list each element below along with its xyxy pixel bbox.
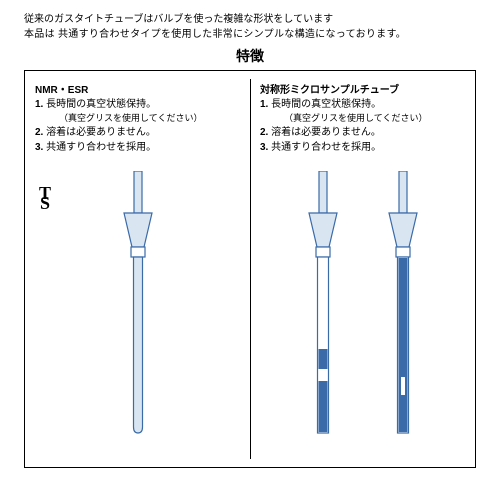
- intro-line-2: 本品は 共通すり合わせタイプを使用した非常にシンプルな構造になっております。: [24, 27, 476, 42]
- panel-left: NMR・ESR 1. 長時間の真空状態保持。 （真空グリスを使用してください） …: [25, 71, 250, 467]
- list-item: 3. 共通すり合わせを採用。: [260, 141, 467, 155]
- intro-text: 従来のガスタイトチューブはバルブを使った複雑な形状をしています 本品は 共通すり…: [24, 12, 476, 42]
- list-item: 2. 溶着は必要ありません。: [35, 126, 242, 140]
- panel-right-list: 1. 長時間の真空状態保持。 （真空グリスを使用してください） 2. 溶着は必要…: [260, 98, 467, 155]
- panel-left-list: 1. 長時間の真空状態保持。 （真空グリスを使用してください） 2. 溶着は必要…: [35, 98, 242, 155]
- list-item: 3. 共通すり合わせを採用。: [35, 141, 242, 155]
- right-tube-area: [250, 171, 475, 457]
- nmr-tube-icon: [113, 171, 163, 441]
- intro-line-1: 従来のガスタイトチューブはバルブを使った複雑な形状をしています: [24, 12, 476, 27]
- left-tube-area: [25, 171, 250, 457]
- micro-tube-a-icon: [298, 171, 348, 441]
- page-title: 特徴: [24, 46, 476, 66]
- list-item: 2. 溶着は必要ありません。: [260, 126, 467, 140]
- micro-tube-b-icon: [378, 171, 428, 441]
- panel-container: NMR・ESR 1. 長時間の真空状態保持。 （真空グリスを使用してください） …: [24, 70, 476, 468]
- list-item: 1. 長時間の真空状態保持。 （真空グリスを使用してください）: [35, 98, 242, 125]
- panel-right-title: 対称形ミクロサンプルチューブ: [260, 81, 467, 96]
- list-item: 1. 長時間の真空状態保持。 （真空グリスを使用してください）: [260, 98, 467, 125]
- panel-right: 対称形ミクロサンプルチューブ 1. 長時間の真空状態保持。 （真空グリスを使用し…: [250, 71, 475, 467]
- panel-left-title: NMR・ESR: [35, 81, 242, 96]
